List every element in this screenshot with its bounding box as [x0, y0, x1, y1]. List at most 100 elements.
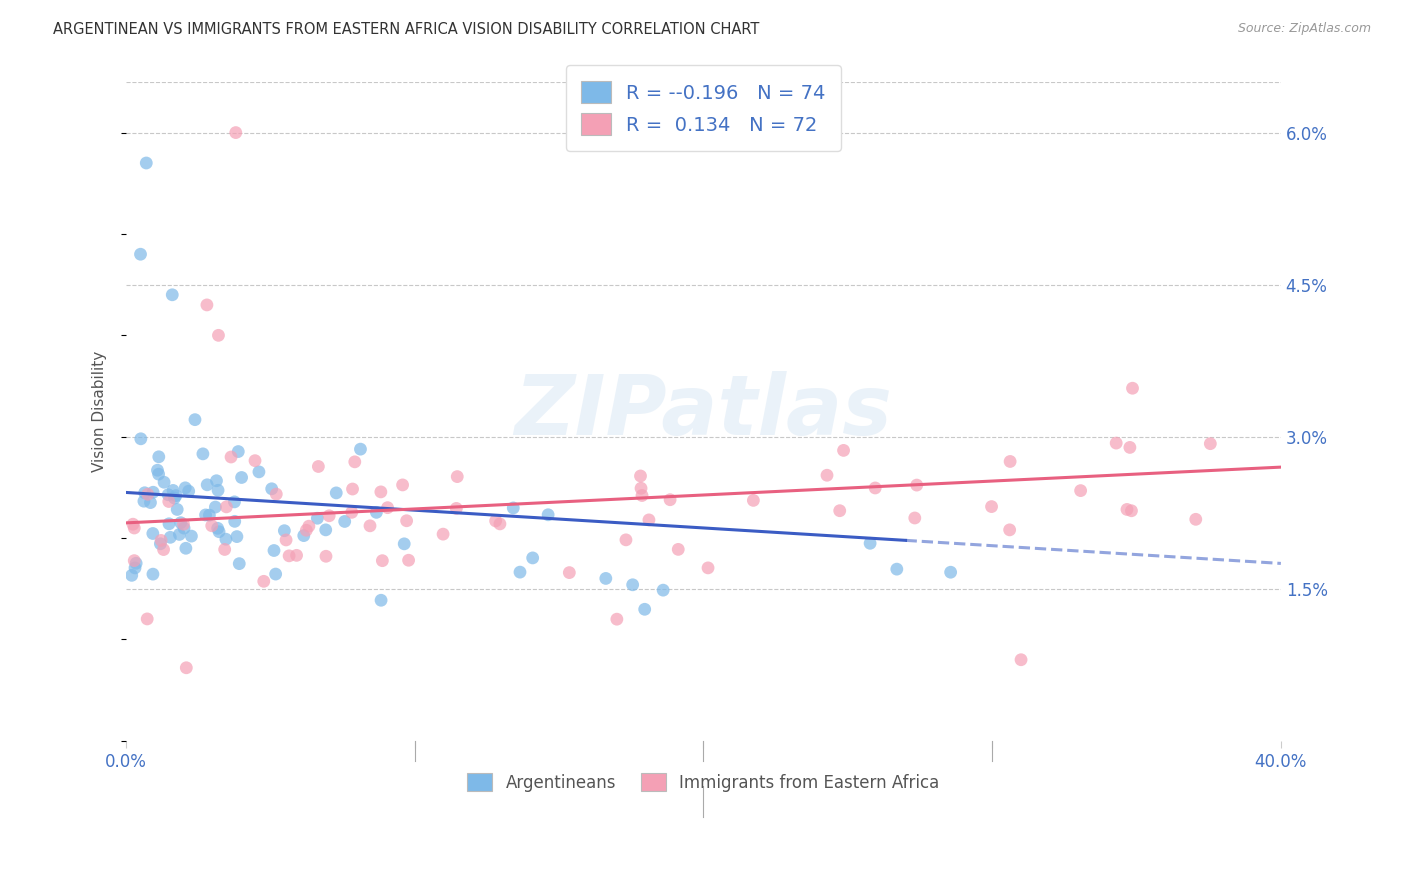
- Point: [139, 495, 162, 509]
- Point: [432, 527, 454, 541]
- Point: [285, 549, 308, 563]
- Point: [485, 514, 508, 528]
- Point: [307, 511, 329, 525]
- Point: [122, 517, 145, 532]
- Point: [340, 505, 363, 519]
- Point: [122, 521, 145, 535]
- Point: [359, 518, 381, 533]
- Point: [697, 561, 720, 575]
- Point: [614, 533, 637, 547]
- Point: [153, 475, 176, 490]
- Point: [863, 481, 886, 495]
- Point: [832, 443, 855, 458]
- Point: [391, 478, 413, 492]
- Point: [194, 508, 217, 522]
- Point: [939, 566, 962, 580]
- Point: [162, 483, 184, 498]
- Point: [292, 528, 315, 542]
- Point: [370, 593, 392, 607]
- Point: [121, 568, 143, 582]
- Point: [125, 556, 148, 570]
- Point: [298, 519, 321, 533]
- Point: [377, 500, 399, 515]
- Point: [201, 518, 224, 533]
- Point: [260, 482, 283, 496]
- Point: [325, 486, 347, 500]
- Point: [174, 541, 197, 556]
- Point: [132, 494, 155, 508]
- Point: [191, 447, 214, 461]
- Point: [489, 516, 512, 531]
- Point: [274, 533, 297, 547]
- Point: [207, 483, 229, 498]
- Point: [136, 487, 159, 501]
- Point: [231, 470, 253, 484]
- Point: [166, 502, 188, 516]
- Point: [135, 156, 157, 170]
- Point: [273, 524, 295, 538]
- Point: [219, 450, 242, 464]
- Point: [315, 549, 337, 564]
- Point: [342, 482, 364, 496]
- Text: ZIPatlas: ZIPatlas: [515, 371, 893, 452]
- Point: [208, 524, 231, 539]
- Point: [157, 488, 180, 502]
- Point: [828, 504, 851, 518]
- Point: [558, 566, 581, 580]
- Point: [278, 549, 301, 563]
- Point: [150, 533, 173, 548]
- Point: [502, 500, 524, 515]
- Point: [315, 523, 337, 537]
- Point: [1121, 381, 1143, 395]
- Point: [446, 469, 468, 483]
- Point: [165, 489, 187, 503]
- Text: ARGENTINEAN VS IMMIGRANTS FROM EASTERN AFRICA VISION DISABILITY CORRELATION CHAR: ARGENTINEAN VS IMMIGRANTS FROM EASTERN A…: [53, 22, 759, 37]
- Point: [173, 521, 195, 535]
- Point: [595, 571, 617, 585]
- Point: [509, 565, 531, 579]
- Point: [198, 508, 221, 522]
- Point: [1121, 504, 1143, 518]
- Point: [621, 578, 644, 592]
- Point: [157, 516, 180, 531]
- Point: [142, 567, 165, 582]
- Point: [142, 485, 165, 500]
- Point: [815, 468, 838, 483]
- Point: [392, 537, 415, 551]
- Point: [634, 602, 657, 616]
- Point: [146, 463, 169, 477]
- Point: [886, 562, 908, 576]
- Point: [170, 516, 193, 530]
- Point: [638, 513, 661, 527]
- Point: [318, 508, 340, 523]
- Point: [225, 530, 247, 544]
- Point: [215, 500, 238, 514]
- Point: [180, 529, 202, 543]
- Point: [152, 542, 174, 557]
- Point: [122, 554, 145, 568]
- Point: [157, 494, 180, 508]
- Point: [1184, 512, 1206, 526]
- Point: [264, 567, 287, 582]
- Point: [177, 484, 200, 499]
- Point: [349, 442, 371, 457]
- Point: [174, 481, 197, 495]
- Point: [630, 469, 652, 483]
- Point: [204, 500, 226, 514]
- Point: [630, 481, 652, 495]
- Point: [522, 550, 544, 565]
- Point: [395, 514, 418, 528]
- Point: [263, 543, 285, 558]
- Point: [214, 542, 236, 557]
- Point: [998, 523, 1021, 537]
- Point: [366, 505, 388, 519]
- Point: [253, 574, 276, 589]
- Point: [148, 467, 170, 482]
- Point: [162, 287, 184, 301]
- Point: [142, 526, 165, 541]
- Point: [1116, 502, 1139, 516]
- Point: [226, 444, 249, 458]
- Point: [225, 126, 247, 140]
- Legend: Argentineans, Immigrants from Eastern Africa: Argentineans, Immigrants from Eastern Af…: [461, 766, 946, 798]
- Point: [129, 247, 152, 261]
